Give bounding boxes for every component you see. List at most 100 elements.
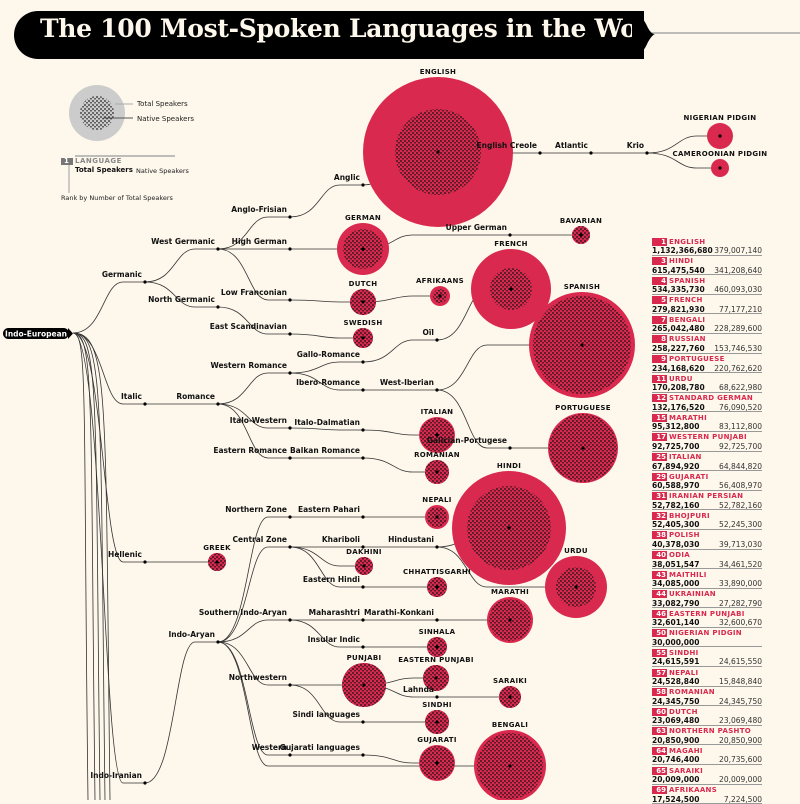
native-speakers: 153,746,530 xyxy=(714,343,762,353)
total-speakers: 132,176,520 xyxy=(652,402,705,412)
language-name: STANDARD GERMAN xyxy=(669,394,754,403)
greek-label: GREEK xyxy=(203,544,231,552)
tree-branch xyxy=(217,403,290,459)
tree-branch xyxy=(289,546,363,588)
maharashtri-label: Maharashtri xyxy=(309,608,360,617)
node-dot xyxy=(288,618,292,622)
total-speakers: 52,405,300 xyxy=(652,520,700,530)
node-dot xyxy=(361,720,365,724)
indo-aryan-label: Indo-Aryan xyxy=(168,630,215,639)
tree-branch xyxy=(289,372,363,391)
legend-total-bold: Total Speakers xyxy=(75,166,133,174)
node-dot xyxy=(508,446,512,450)
nigerian-pidgin-label: NIGERIAN PIDGIN xyxy=(684,114,757,122)
hellenic-label: Hellenic xyxy=(108,550,142,559)
rank-badge: 3 xyxy=(652,257,667,266)
rank-badge: 7 xyxy=(652,315,667,324)
italian-label: ITALIAN xyxy=(421,408,454,416)
dakhini-label: DAKHINI xyxy=(346,548,382,556)
rank-badge: 31 xyxy=(652,492,667,501)
ranking-row: 43 MAITHILI 34,085,000 33,890,000 xyxy=(652,569,762,589)
node-dot xyxy=(288,683,292,687)
lahnda-label: Lahnda xyxy=(403,685,434,694)
language-name: UKRAINIAN xyxy=(669,590,716,599)
tree-branch xyxy=(144,641,218,784)
node-dot xyxy=(580,343,584,347)
romance-label: Romance xyxy=(176,392,215,401)
ranking-row: 4 SPANISH 534,335,730 460,093,030 xyxy=(652,275,762,295)
rank-badge: 38 xyxy=(652,531,667,540)
rank-badge: 1 xyxy=(652,237,667,246)
northwestern-label: Northwestern xyxy=(229,673,287,682)
node-dot xyxy=(216,247,220,251)
native-speakers: 27,282,790 xyxy=(719,598,762,608)
language-name: ODIA xyxy=(669,551,690,559)
tree-branch xyxy=(217,216,290,250)
gujarati-label: GUJARATI xyxy=(417,736,457,744)
native-speakers: 64,844,820 xyxy=(719,461,762,471)
ranking-row: 69 AFRIKAANS 17,524,500 7,224,500 xyxy=(652,785,762,804)
native-speakers: 20,850,900 xyxy=(719,735,762,745)
tree-branch xyxy=(217,619,290,643)
node-dot xyxy=(362,564,366,568)
hindustani-label: Hindustani xyxy=(388,535,434,544)
bengali-label: BENGALI xyxy=(492,721,528,729)
ranking-row: 38 POLISH 40,378,030 39,713,030 xyxy=(652,530,762,550)
node-dot xyxy=(215,560,219,564)
total-speakers: 33,082,790 xyxy=(652,598,700,608)
node-dot xyxy=(538,151,542,155)
node-dot xyxy=(435,338,439,342)
tree-branch xyxy=(72,332,106,800)
node-dot xyxy=(288,753,292,757)
ranking-row: 12 STANDARD GERMAN 132,176,520 76,090,520 xyxy=(652,393,762,413)
language-name: ROMANIAN xyxy=(669,688,715,697)
cameroonian-pidgin-label: CAMEROONIAN PIDGIN xyxy=(673,150,768,158)
west-iberian-label: West-Iberian xyxy=(380,378,434,387)
node-dot xyxy=(434,676,438,680)
rank-badge: 5 xyxy=(652,296,667,305)
rank-badge: 40 xyxy=(652,551,667,559)
node-dot xyxy=(508,233,512,237)
total-speakers: 265,042,480 xyxy=(652,324,705,334)
node-dot xyxy=(718,166,722,170)
total-speakers: 24,528,840 xyxy=(652,677,700,687)
total-speakers: 258,227,760 xyxy=(652,343,705,353)
node-dot xyxy=(435,388,439,392)
german-label: GERMAN xyxy=(345,214,381,222)
sindi-languages-label: Sindi languages xyxy=(292,710,360,719)
rank-badge: 44 xyxy=(652,590,667,599)
language-name: HINDI xyxy=(669,257,694,266)
ranking-row: 31 IRANIAN PERSIAN 52,782,160 52,782,160 xyxy=(652,491,762,511)
total-speakers: 615,475,540 xyxy=(652,265,705,275)
total-speakers: 92,725,700 xyxy=(652,441,700,451)
rank-badge: 64 xyxy=(652,746,667,755)
node-dot xyxy=(361,388,365,392)
balkan-romance-label: Balkan Romance xyxy=(290,446,360,455)
western-label: Western xyxy=(252,743,287,752)
sindhi-label: SINDHI xyxy=(422,701,452,709)
legend-native-circle xyxy=(80,96,114,130)
ranking-row: 63 NORTHERN PASHTO 20,850,900 20,850,900 xyxy=(652,726,762,746)
language-name: GUJARATI xyxy=(669,472,709,481)
language-name: MARATHI xyxy=(669,413,707,422)
node-dot xyxy=(589,151,593,155)
node-dot xyxy=(436,150,440,154)
hindi-label: HINDI xyxy=(497,462,521,470)
native-speakers: 7,224,500 xyxy=(723,794,762,804)
rank-badge: 65 xyxy=(652,766,667,775)
language-name: IRANIAN PERSIAN xyxy=(669,492,744,501)
ranking-row: 55 SINDHI 24,615,591 24,615,550 xyxy=(652,647,762,668)
node-dot xyxy=(361,585,365,589)
tree-branch xyxy=(289,299,363,303)
language-name: BENGALI xyxy=(669,315,706,324)
native-speakers: 83,112,800 xyxy=(719,422,762,432)
indo-iranian-label: Indo-Iranian xyxy=(90,771,142,780)
ranking-row: 7 BENGALI 265,042,480 228,289,600 xyxy=(652,314,762,334)
rank-badge: 63 xyxy=(652,727,667,736)
rank-badge: 55 xyxy=(652,648,667,657)
swedish-label: SWEDISH xyxy=(344,319,383,327)
tree-branch xyxy=(217,546,290,643)
western-romance-label: Western Romance xyxy=(210,361,287,370)
legend-language-label: LANGUAGE xyxy=(75,157,122,165)
